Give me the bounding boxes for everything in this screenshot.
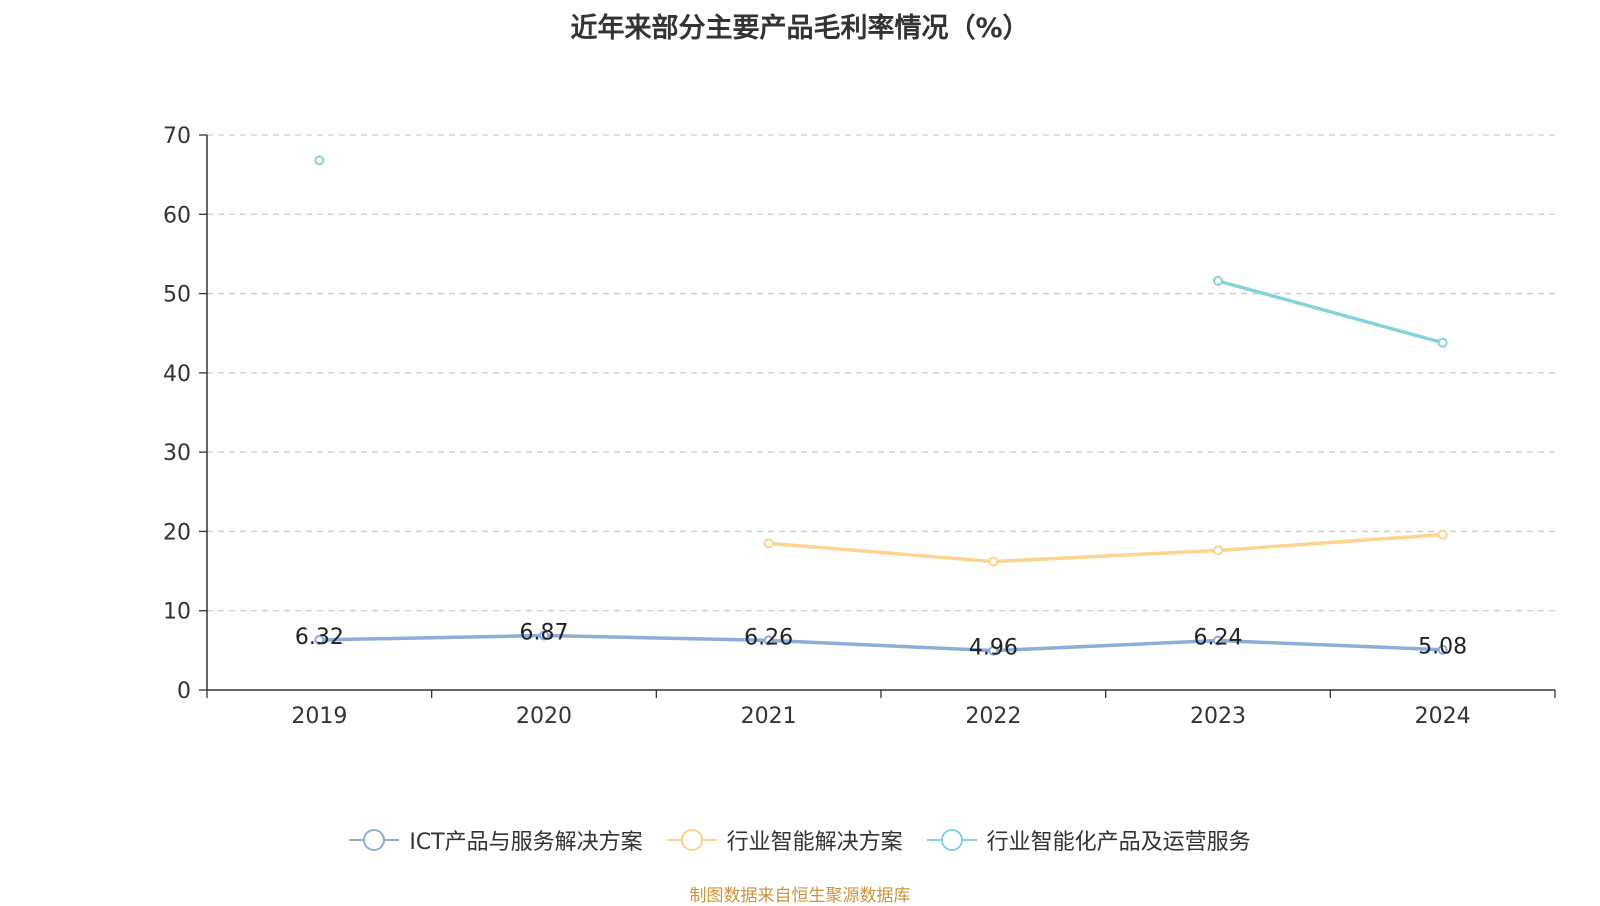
legend-marker-icon <box>926 827 977 853</box>
data-point <box>314 155 325 166</box>
data-label: 6.26 <box>744 625 793 650</box>
y-tick-label: 20 <box>163 520 191 545</box>
x-tick-label: 2023 <box>1190 704 1246 729</box>
legend-label: 行业智能解决方案 <box>726 830 903 855</box>
y-tick-label: 30 <box>163 441 191 466</box>
line-chart: 0 10 20 30 40 50 60 70 2019 2020 2021 2022 2023 2024 6… <box>163 124 1556 729</box>
series-line-segment <box>1216 638 1445 652</box>
x-tick-label: 2019 <box>291 704 347 729</box>
data-source-note: 制图数据来自恒生聚源数据库 <box>689 886 911 906</box>
y-tick-label: 0 <box>177 679 191 704</box>
series-line-segment <box>991 548 1220 564</box>
chart-title: 近年来部分主要产品毛利率情况（%） <box>570 13 1030 44</box>
y-tick-label: 70 <box>163 124 191 149</box>
series-line-segment <box>766 541 996 564</box>
data-point <box>314 634 325 645</box>
series-line-segment <box>542 633 771 643</box>
data-point <box>1213 635 1223 646</box>
legend-marker-icon <box>349 827 400 853</box>
y-tick-label: 50 <box>163 283 191 308</box>
data-point <box>1437 644 1448 655</box>
data-point <box>539 630 549 641</box>
y-tick-label: 10 <box>163 600 191 625</box>
series-line-segment <box>991 638 1220 653</box>
data-point <box>1437 529 1448 540</box>
legend-label: ICT产品与服务解决方案 <box>409 830 643 855</box>
data-label: 5.08 <box>1418 635 1467 660</box>
x-tick-label: 2021 <box>741 704 797 729</box>
data-point <box>1437 337 1448 348</box>
data-label: 6.32 <box>295 625 344 650</box>
data-point <box>988 556 999 567</box>
data-label: 6.87 <box>520 621 569 646</box>
y-tick-label: 60 <box>163 203 191 228</box>
x-tick-label: 2022 <box>965 704 1021 729</box>
chart-legend: ICT产品与服务解决方案 行业智能解决方案 行业智能化产品及运营服务 <box>0 824 1600 856</box>
series-line-segment <box>1216 279 1445 345</box>
legend-item[interactable]: 行业智能化产品及运营服务 <box>926 824 1251 856</box>
x-tick-label: 2024 <box>1415 704 1471 729</box>
data-point <box>1213 275 1223 286</box>
series-line-segment <box>1216 532 1445 553</box>
legend-item[interactable]: ICT产品与服务解决方案 <box>349 824 643 856</box>
series-line-segment <box>766 638 996 653</box>
data-point <box>763 635 774 646</box>
data-label: 4.96 <box>969 636 1018 661</box>
data-point <box>988 645 999 656</box>
data-point <box>763 538 774 549</box>
data-label: 6.24 <box>1194 626 1243 651</box>
legend-marker-icon <box>666 827 717 853</box>
data-point <box>1213 545 1223 556</box>
y-tick-label: 40 <box>163 362 191 387</box>
legend-label: 行业智能化产品及运营服务 <box>986 830 1251 855</box>
x-tick-label: 2020 <box>516 704 572 729</box>
legend-item[interactable]: 行业智能解决方案 <box>666 824 903 856</box>
series-line-segment <box>317 633 546 642</box>
